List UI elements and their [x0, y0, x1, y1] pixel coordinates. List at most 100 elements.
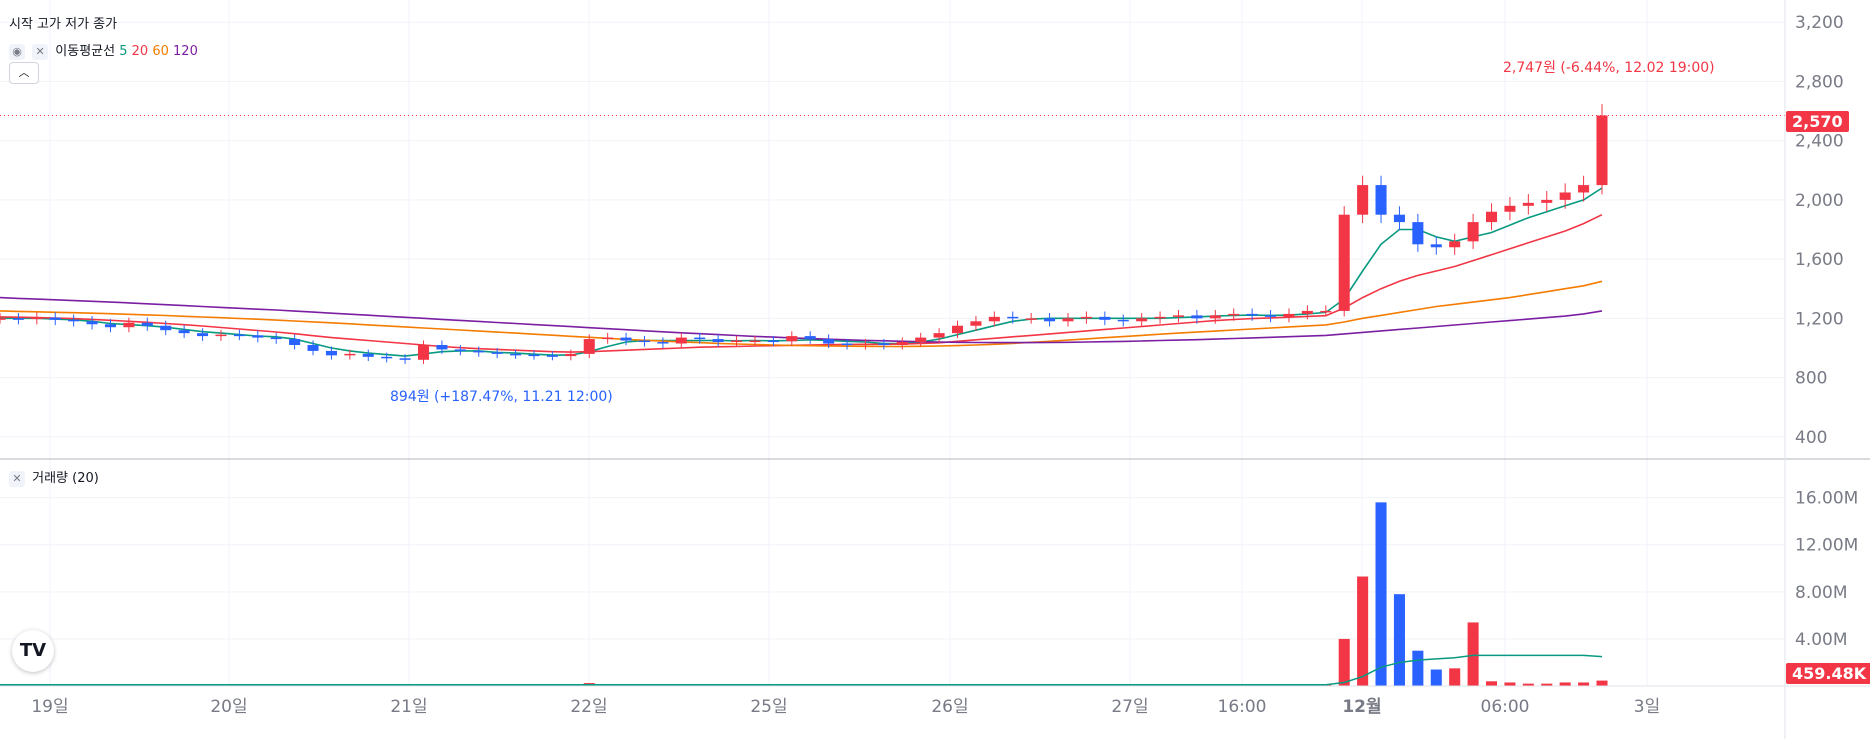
volume-bar — [1485, 681, 1498, 686]
candle-body — [1062, 318, 1074, 322]
candle-body — [12, 318, 24, 320]
candle-body — [528, 354, 540, 357]
candle-body — [1209, 315, 1221, 319]
price-tick-label: 400 — [1795, 428, 1827, 448]
close-icon[interactable]: ✕ — [9, 470, 25, 487]
candle-body — [583, 339, 595, 354]
time-tick-label: 26일 — [931, 697, 968, 717]
candle-body — [731, 340, 743, 343]
candle-body — [712, 339, 724, 343]
time-tick-label: 16:00 — [1218, 697, 1267, 717]
candle-body — [1430, 244, 1442, 248]
candle-body — [1375, 185, 1387, 215]
candle-body — [1228, 313, 1240, 316]
candle-body — [1412, 222, 1424, 245]
candle-body — [1136, 318, 1148, 322]
time-tick-label: 3일 — [1634, 697, 1660, 717]
volume-bar — [1449, 668, 1461, 686]
ma60-period: 60 — [152, 44, 169, 59]
candle-body — [197, 333, 209, 337]
candle-body — [786, 336, 798, 342]
grid-lines — [0, 0, 1785, 686]
volume-legend: ✕ 거래량 (20) — [9, 467, 99, 487]
time-tick-label: 25일 — [750, 697, 787, 717]
volume-tick-label: 16.00M — [1795, 489, 1858, 509]
candle-body — [749, 340, 761, 343]
candle-body — [1265, 315, 1277, 317]
volume-bar — [1504, 682, 1516, 686]
candle-body — [970, 321, 982, 326]
candle-body — [86, 321, 98, 325]
volume-bar — [1559, 682, 1571, 686]
eye-icon[interactable]: ◉ — [9, 43, 25, 60]
candle-body — [510, 353, 522, 356]
candle-body — [123, 322, 135, 328]
ma20-period: 20 — [131, 44, 149, 59]
moving-average-lines — [0, 187, 1603, 357]
volume-bar — [1467, 622, 1479, 686]
time-tick-label: 27일 — [1111, 697, 1148, 717]
candle-body — [1007, 316, 1019, 319]
candle-body — [1025, 318, 1037, 320]
ohlc-legend: 시작 고가 저가 종가 — [9, 17, 118, 32]
price-tick-label: 3,200 — [1795, 13, 1844, 33]
candle-body — [104, 324, 117, 328]
candle-body — [436, 344, 448, 350]
volume-tick-label: 4.00M — [1795, 630, 1848, 650]
candle-body — [454, 349, 466, 351]
candle-body — [1080, 316, 1092, 319]
close-icon[interactable]: ✕ — [32, 43, 49, 60]
candle-body — [565, 353, 577, 357]
time-tick-label: 22일 — [570, 697, 607, 717]
candle-body — [859, 343, 871, 346]
candle-body — [0, 318, 6, 320]
candle-body — [675, 337, 687, 344]
price-tick-label: 2,000 — [1795, 191, 1844, 211]
volume-axis[interactable]: 16.00M 12.00M 8.00M 4.00M — [1795, 489, 1858, 650]
tradingview-logo[interactable]: TV — [12, 630, 54, 672]
price-axis[interactable]: 3,200 2,800 2,400 2,000 1,600 1,200 800 400 — [1795, 13, 1844, 448]
candle-body — [1301, 310, 1313, 314]
volume-tick-label: 8.00M — [1795, 583, 1848, 603]
volume-bar — [1393, 594, 1405, 686]
candle-body — [1246, 313, 1258, 316]
candle-body — [1099, 316, 1111, 320]
chevron-up-icon: ︿ — [18, 66, 30, 79]
candle-body — [804, 336, 816, 340]
candle-body — [1154, 316, 1166, 319]
time-tick-label: 21일 — [390, 697, 427, 717]
time-axis[interactable]: 19일 20일 21일 22일 25일 26일 27일 16:00 12월 06:00 3일 — [31, 697, 1660, 717]
candle-body — [1191, 315, 1203, 319]
last-volume-tag: 459.48K — [1786, 663, 1870, 684]
candle-body — [1172, 315, 1185, 317]
candle-body — [1283, 313, 1295, 317]
ma-60-line — [0, 280, 1603, 348]
candle-body — [1504, 205, 1516, 212]
candle-body — [1357, 185, 1369, 215]
candle-body — [823, 339, 835, 344]
candle-body — [31, 317, 43, 320]
time-tick-label: 12월 — [1342, 697, 1381, 717]
ma-legend-label: 이동평균선 — [55, 44, 116, 59]
candle-body — [896, 342, 908, 345]
low-annotation: 894원 (+187.47%, 11.21 12:00) — [390, 389, 613, 405]
candle-body — [1338, 214, 1350, 311]
candle-body — [1449, 241, 1461, 248]
candle-body — [49, 317, 61, 320]
time-tick-label: 20일 — [210, 697, 247, 717]
price-tick-label: 1,600 — [1795, 250, 1844, 270]
candle-body — [1559, 192, 1571, 200]
candle-body — [767, 340, 779, 343]
candle-body — [1541, 199, 1553, 203]
price-tick-label: 1,200 — [1795, 309, 1844, 329]
volume-ma-line — [0, 654, 1603, 686]
ma120-period: 120 — [173, 44, 198, 59]
volume-bar — [1412, 650, 1424, 686]
volume-bars — [0, 502, 1608, 686]
collapse-legend-button[interactable]: ︿ — [9, 62, 39, 84]
time-tick-label: 06:00 — [1481, 697, 1530, 717]
price-candles — [0, 104, 1608, 364]
candle-body — [325, 350, 337, 356]
candle-body — [417, 344, 430, 360]
